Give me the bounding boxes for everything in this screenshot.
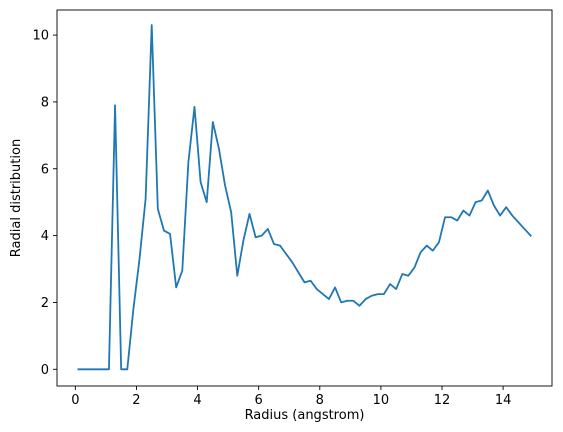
y-tick-label: 10 bbox=[32, 29, 49, 44]
x-tick-label: 2 bbox=[132, 393, 140, 408]
y-tick-label: 0 bbox=[41, 363, 49, 378]
x-tick-label: 6 bbox=[255, 393, 263, 408]
axis-ticks: 0 2 4 6 8 10 12 14 0 2 4 6 8 10 bbox=[32, 29, 511, 408]
y-tick-label: 8 bbox=[41, 95, 49, 110]
x-tick-label: 10 bbox=[373, 393, 390, 408]
x-tick-label: 12 bbox=[434, 393, 451, 408]
series-line-0 bbox=[77, 24, 532, 371]
plot-area bbox=[56, 9, 553, 387]
x-tick-label: 8 bbox=[316, 393, 324, 408]
x-tick-label: 0 bbox=[71, 393, 79, 408]
y-axis-label: Radial distribution bbox=[9, 139, 24, 257]
plot-frame bbox=[56, 9, 553, 387]
x-tick-label: 14 bbox=[495, 393, 512, 408]
y-tick-label: 4 bbox=[41, 229, 49, 244]
x-axis-label: Radius (angstrom) bbox=[245, 408, 365, 423]
x-tick-label: 4 bbox=[193, 393, 201, 408]
y-tick-label: 2 bbox=[41, 296, 49, 311]
y-tick-label: 6 bbox=[41, 162, 49, 177]
